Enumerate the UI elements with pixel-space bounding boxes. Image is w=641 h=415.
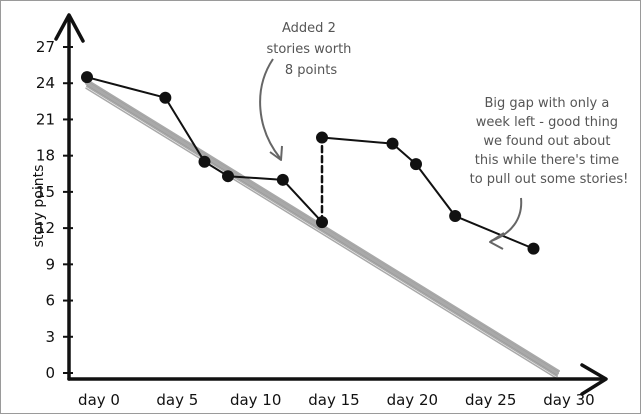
- actual-line-segment: [281, 178, 323, 224]
- tick-marks: [63, 46, 73, 374]
- annotation-big-gap: Big gap with only a week left - good thi…: [470, 96, 629, 250]
- y-tick-label: 21: [36, 110, 55, 128]
- annotation-line: Added 2: [282, 21, 336, 36]
- data-point: [449, 210, 462, 223]
- annotation-arrowhead: [489, 232, 505, 250]
- y-tick-label: 9: [45, 255, 55, 273]
- annotation-line: 8 points: [285, 63, 338, 78]
- actual-line-layer: [86, 76, 535, 250]
- data-point: [316, 216, 328, 229]
- annotation-arrow: [259, 58, 281, 159]
- actual-line-segment: [454, 215, 535, 250]
- y-tick-label: 12: [36, 219, 55, 237]
- actual-line-segment: [321, 136, 394, 145]
- actual-line-segment: [164, 96, 206, 163]
- annotation-line: stories worth: [266, 42, 351, 57]
- y-tick-label: 6: [45, 292, 55, 310]
- y-tick-labels: 0 3 6 9 12 15 18 21 24 27: [36, 38, 55, 382]
- y-tick-label: 0: [45, 364, 55, 382]
- x-tick-label: day 5: [156, 391, 198, 409]
- data-point: [81, 71, 93, 84]
- ideal-line: [85, 81, 559, 375]
- annotation-line: week left - good thing: [476, 115, 618, 130]
- x-tick-label: day 15: [308, 391, 359, 409]
- annotation-line: we found out about: [483, 134, 610, 149]
- data-point: [410, 158, 422, 171]
- data-points: [81, 71, 540, 255]
- x-tick-labels: day 0 day 5 day 10 day 15 day 20 day 25 day 30: [78, 391, 595, 409]
- x-tick-label: day 20: [387, 391, 438, 409]
- x-tick-label: day 30: [543, 391, 594, 409]
- x-tick-label: day 25: [465, 391, 516, 409]
- y-tick-label: 27: [36, 38, 55, 56]
- x-axis-arrow: [580, 363, 608, 396]
- x-tick-label: day 0: [78, 391, 120, 409]
- data-point: [222, 170, 234, 183]
- actual-line-segment: [415, 163, 457, 218]
- y-tick-label: 3: [45, 328, 55, 346]
- annotation-line: to pull out some stories!: [470, 172, 629, 187]
- annotation-arrow: [490, 197, 523, 242]
- y-tick-label: 18: [36, 147, 55, 165]
- annotation-arrowhead: [269, 145, 283, 161]
- y-tick-label: 24: [36, 74, 55, 92]
- annotation-added-stories: Added 2 stories worth 8 points: [259, 21, 355, 161]
- ideal-line: [86, 85, 558, 377]
- data-point: [527, 242, 540, 255]
- annotation-line: this while there's time: [475, 153, 619, 168]
- annotation-big-gap-text: Big gap with only a week left - good thi…: [470, 96, 629, 187]
- ideal-line: [85, 87, 557, 379]
- x-tick-label: day 10: [230, 391, 281, 409]
- data-point: [276, 173, 289, 186]
- data-point: [159, 91, 172, 104]
- data-point: [198, 155, 211, 168]
- y-tick-label: 15: [36, 183, 55, 201]
- y-axis-label: story points: [31, 165, 47, 248]
- axes: [54, 13, 608, 396]
- annotation-line: Big gap with only a: [485, 96, 610, 111]
- data-point: [316, 131, 328, 144]
- annotation-added-stories-text: Added 2 stories worth 8 points: [266, 21, 355, 78]
- actual-line-segment: [86, 76, 167, 99]
- actual-line-segment: [227, 175, 284, 181]
- y-axis-arrow: [54, 13, 85, 43]
- data-point: [386, 137, 399, 150]
